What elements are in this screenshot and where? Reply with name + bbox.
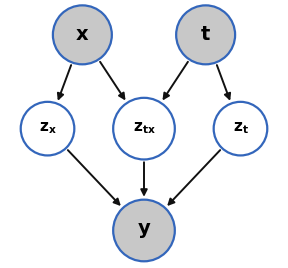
Text: $\mathbf{z}_{\mathbf{t}}$: $\mathbf{z}_{\mathbf{t}}$ [232, 121, 249, 136]
Circle shape [113, 200, 175, 261]
Text: $\mathbf{z}_{\mathbf{tx}}$: $\mathbf{z}_{\mathbf{tx}}$ [132, 121, 156, 136]
Text: $\mathbf{y}$: $\mathbf{y}$ [137, 221, 151, 240]
Circle shape [21, 102, 74, 155]
Text: $\mathbf{x}$: $\mathbf{x}$ [75, 25, 90, 44]
Circle shape [53, 5, 112, 64]
Circle shape [214, 102, 267, 155]
Circle shape [113, 98, 175, 159]
Text: $\mathbf{t}$: $\mathbf{t}$ [200, 25, 211, 44]
Text: $\mathbf{z}_{\mathbf{x}}$: $\mathbf{z}_{\mathbf{x}}$ [39, 121, 56, 136]
Circle shape [176, 5, 235, 64]
